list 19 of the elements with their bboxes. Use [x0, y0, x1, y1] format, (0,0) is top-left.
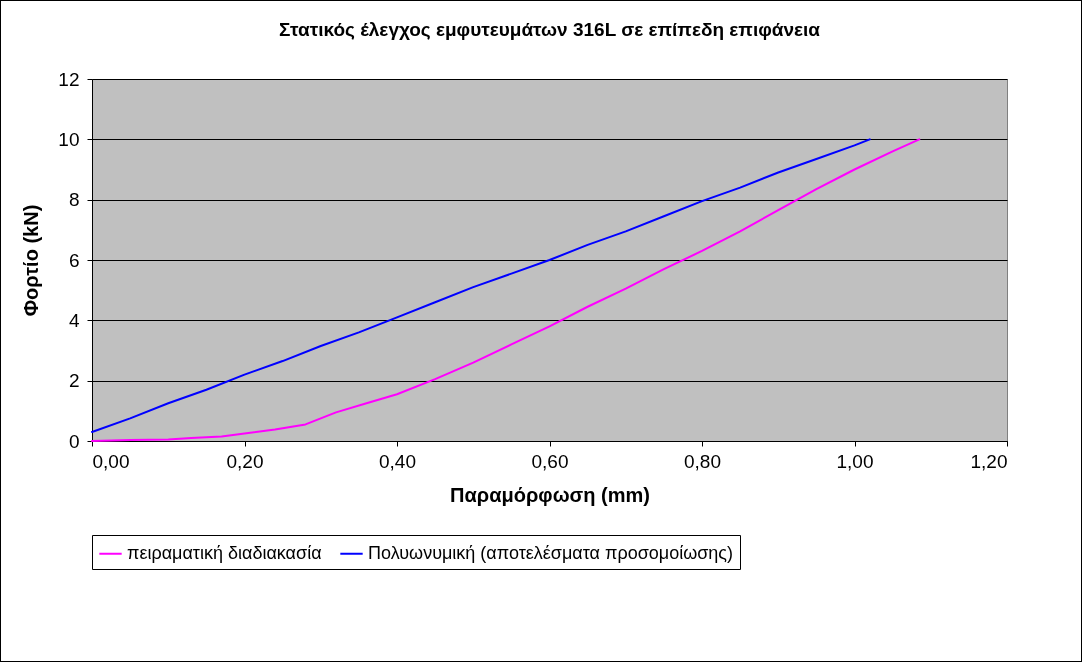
y-tick-label: 8 — [68, 189, 80, 211]
x-tick-label: 1,20 — [970, 450, 1008, 472]
chart-title: Στατικός έλεγχος εμφυτευμάτων 316L σε επίπεδη επιφάνεια — [279, 19, 821, 40]
x-tick-label: 0,60 — [531, 450, 569, 472]
y-tick-label: 2 — [68, 370, 80, 392]
y-tick-label: 6 — [68, 249, 80, 271]
x-tick-label: 1,00 — [836, 450, 874, 472]
y-tick-label: 10 — [58, 128, 80, 150]
y-tick-label: 0 — [68, 430, 80, 452]
x-tick-label: 0,20 — [226, 450, 264, 472]
y-tick-label: 4 — [68, 309, 80, 331]
x-tick-label: 0,80 — [684, 450, 721, 472]
legend-label: Πολυωνυμική (αποτελέσματα προσομοίωσης) — [368, 542, 734, 563]
x-axis-title: Παραμόρφωση (mm) — [450, 483, 650, 506]
x-tick-label: 0,00 — [92, 450, 130, 472]
legend-label: πειραματική διαδιακασία — [127, 542, 322, 563]
x-tick-label: 0,40 — [379, 450, 416, 472]
y-tick-label: 12 — [58, 68, 80, 90]
y-axis-title: Φορτίο (kN) — [20, 204, 43, 317]
